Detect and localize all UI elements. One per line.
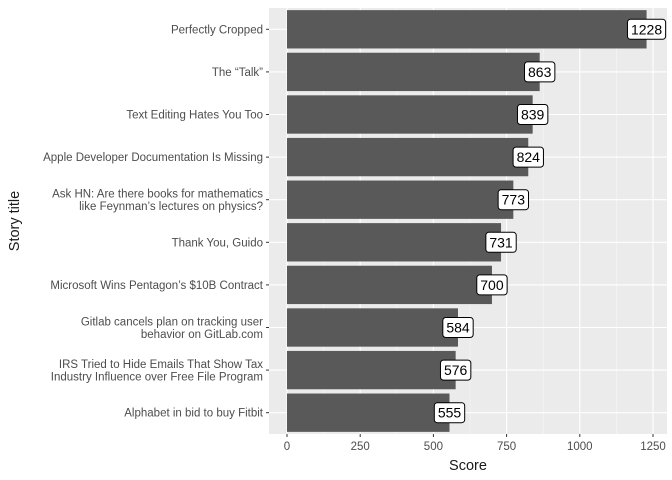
y-tick-label: Thank You, Guido [172, 237, 263, 249]
data-labels: 1228 863 839 824 773 731 700 584 576 555 [433, 18, 667, 424]
data-label-box [476, 274, 508, 296]
data-label: 1228 [626, 18, 667, 40]
data-label-text: 700 [480, 277, 504, 293]
x-axis-ticks: 0 250 500 750 1000 1250 [284, 434, 666, 453]
data-label-box [512, 146, 544, 168]
bar [287, 137, 529, 177]
x-tick-label: 500 [424, 441, 443, 453]
data-label: 700 [476, 274, 508, 296]
data-label-text: 773 [502, 192, 526, 208]
data-label-box [485, 231, 517, 253]
x-tick-label: 750 [497, 441, 516, 453]
data-label-box [516, 104, 549, 125]
bar [287, 95, 533, 134]
data-label: 731 [485, 231, 517, 253]
data-label-text: 1228 [631, 21, 662, 37]
data-label-text: 555 [438, 405, 462, 421]
bar [287, 308, 458, 347]
x-tick-label: 1250 [640, 441, 666, 453]
y-tick-label: Text Editing Hates You Too [126, 110, 263, 122]
data-label-text: 839 [521, 107, 545, 123]
y-tick-label: Gitlab cancels plan on tracking user beha… [81, 316, 263, 341]
y-tick-label: Perfectly Cropped [171, 24, 263, 36]
y-tick-label: The “Talk” [212, 67, 263, 79]
bars [287, 10, 647, 432]
data-label: 863 [524, 61, 556, 83]
y-tick-label: Apple Developer Documentation Is Missing [43, 152, 263, 164]
data-label: 839 [516, 104, 549, 125]
data-label-box [433, 402, 466, 424]
y-axis-ticks: Perfectly Cropped The “Talk” Text Editing … [43, 24, 269, 420]
x-axis-title: Score [449, 458, 487, 474]
bar [287, 52, 540, 92]
data-label-text: 576 [444, 362, 468, 378]
bar [287, 393, 450, 432]
bar [287, 180, 514, 219]
data-label-box [439, 359, 472, 381]
data-label: 773 [497, 189, 530, 211]
y-tick-label: Ask HN: Are there books for mathematics l… [52, 188, 263, 213]
y-tick-label: Microsoft Wins Pentagon’s $10B Contract [50, 280, 263, 292]
bar [287, 10, 647, 49]
data-label-text: 731 [489, 234, 513, 250]
data-label: 824 [512, 146, 544, 168]
data-label-text: 863 [528, 64, 552, 80]
bar [287, 223, 502, 262]
data-label-text: 824 [517, 149, 541, 165]
data-label-box [442, 317, 474, 338]
x-tick-label: 250 [351, 441, 370, 453]
data-label: 576 [439, 359, 472, 381]
data-label-box [524, 61, 556, 83]
x-tick-label: 1000 [567, 441, 593, 453]
y-tick-label: Alphabet in bid to buy Fitbit [124, 408, 264, 420]
data-label: 584 [442, 317, 474, 338]
data-label: 555 [433, 402, 466, 424]
x-tick-label: 0 [284, 441, 290, 453]
y-axis-title: Story title [7, 191, 23, 251]
data-label-text: 584 [446, 320, 470, 336]
y-tick-label: IRS Tried to Hide Emails That Show Tax In… [51, 359, 263, 384]
bar [287, 350, 456, 390]
bar [287, 265, 492, 305]
data-label-box [626, 18, 667, 40]
data-label-box [497, 189, 530, 211]
